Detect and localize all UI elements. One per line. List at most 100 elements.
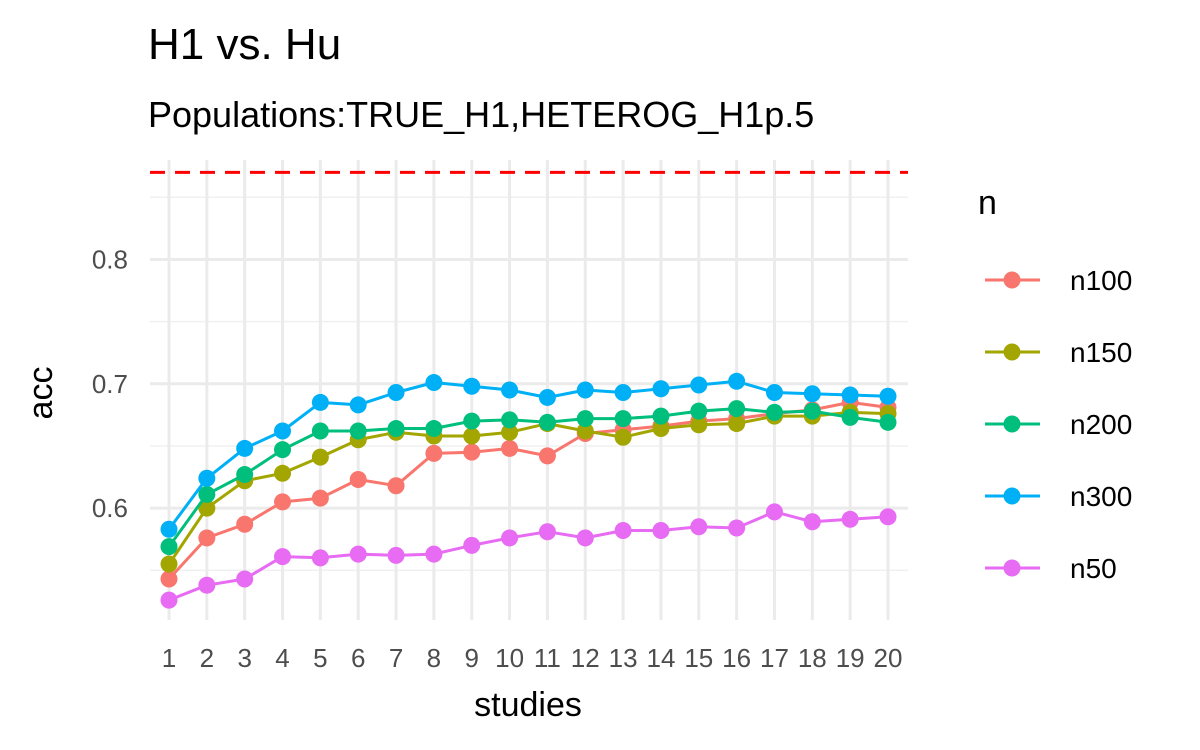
data-point-n200	[690, 402, 708, 420]
data-point-n50	[463, 536, 481, 554]
x-tick-label: 4	[275, 643, 289, 673]
x-tick-label: 2	[200, 643, 214, 673]
data-point-n50	[879, 508, 897, 526]
y-tick-label: 0.6	[92, 493, 128, 523]
data-point-n200	[425, 420, 443, 438]
data-point-n200	[463, 412, 481, 430]
data-point-n50	[274, 548, 292, 566]
series-n50	[160, 503, 897, 609]
legend-label: n150	[1070, 337, 1132, 368]
series-layer	[160, 372, 897, 609]
legend-item-n50: n50	[985, 553, 1117, 584]
data-point-n300	[576, 381, 594, 399]
x-tick-label: 19	[836, 643, 865, 673]
data-point-n150	[652, 420, 670, 438]
data-point-n200	[652, 407, 670, 425]
data-point-n50	[728, 519, 746, 537]
data-point-n50	[198, 576, 216, 594]
data-point-n200	[728, 400, 746, 418]
data-point-n50	[803, 513, 821, 531]
data-point-n50	[576, 529, 594, 547]
data-point-n100	[274, 493, 292, 511]
data-point-n300	[538, 388, 556, 406]
data-point-n300	[728, 372, 746, 390]
data-point-n100	[311, 489, 329, 507]
series-n200	[160, 400, 897, 556]
data-point-n50	[765, 503, 783, 521]
data-point-n100	[501, 439, 519, 457]
series-n150	[160, 403, 897, 573]
data-point-n150	[311, 448, 329, 466]
data-point-n50	[841, 510, 859, 528]
data-point-n50	[501, 529, 519, 547]
x-tick-label: 5	[313, 643, 327, 673]
legend-label: n50	[1070, 553, 1117, 584]
data-point-n200	[311, 422, 329, 440]
x-axis-ticks: 1 2 3 4 5 6 7 8 9 10 11 12 13 14 15 16 17 18 19 20	[162, 643, 903, 673]
data-point-n100	[538, 447, 556, 465]
data-point-n300	[198, 469, 216, 487]
data-point-n300	[765, 383, 783, 401]
data-point-n50	[311, 549, 329, 567]
data-point-n150	[690, 416, 708, 434]
x-tick-label: 18	[798, 643, 827, 673]
data-point-n200	[614, 410, 632, 428]
legend-key-point	[1003, 487, 1021, 505]
data-point-n300	[841, 386, 859, 404]
legend-key-point	[1003, 415, 1021, 433]
data-point-n300	[311, 393, 329, 411]
data-point-n100	[349, 471, 367, 489]
data-point-n200	[198, 485, 216, 503]
y-axis-title: acc	[22, 367, 60, 420]
data-point-n300	[463, 377, 481, 395]
data-point-n50	[160, 591, 178, 609]
legend-label: n200	[1070, 409, 1132, 440]
legend-item-n150: n150	[985, 337, 1132, 368]
x-tick-label: 8	[427, 643, 441, 673]
data-point-n300	[349, 396, 367, 414]
y-tick-label: 0.8	[92, 244, 128, 274]
legend-item-n300: n300	[985, 481, 1132, 512]
x-tick-label: 3	[237, 643, 251, 673]
data-point-n50	[387, 546, 405, 564]
data-point-n100	[198, 529, 216, 547]
y-axis-ticks: 0.6 0.7 0.8	[92, 244, 128, 523]
grid-minor	[150, 196, 908, 572]
data-point-n50	[538, 523, 556, 541]
data-point-n50	[690, 518, 708, 536]
legend-title: n	[978, 184, 997, 222]
legend-item-n200: n200	[985, 409, 1132, 440]
data-point-n50	[236, 570, 254, 588]
data-point-n50	[349, 545, 367, 563]
data-point-n150	[198, 499, 216, 517]
x-tick-label: 11	[534, 643, 561, 673]
x-tick-label: 20	[874, 643, 903, 673]
data-point-n150	[463, 427, 481, 445]
data-point-n50	[425, 545, 443, 563]
x-axis-title: studies	[474, 686, 582, 724]
legend: n100 n150 n200 n300 n50	[985, 265, 1132, 584]
data-point-n100	[160, 570, 178, 588]
legend-key-point	[1003, 271, 1021, 289]
x-tick-label: 16	[722, 643, 751, 673]
grid-major	[150, 160, 908, 620]
x-tick-label: 15	[684, 643, 713, 673]
data-point-n200	[349, 422, 367, 440]
data-point-n200	[274, 441, 292, 459]
data-point-n300	[652, 380, 670, 398]
legend-label: n100	[1070, 265, 1132, 296]
data-point-n300	[501, 381, 519, 399]
chart-subtitle: Populations:TRUE_H1,HETEROG_H1p.5	[148, 94, 815, 135]
data-point-n200	[841, 408, 859, 426]
data-point-n200	[576, 410, 594, 428]
x-tick-label: 10	[495, 643, 524, 673]
data-point-n300	[160, 520, 178, 538]
legend-label: n300	[1070, 481, 1132, 512]
x-tick-label: 6	[351, 643, 365, 673]
legend-key-point	[1003, 559, 1021, 577]
x-tick-label: 13	[609, 643, 638, 673]
data-point-n150	[501, 423, 519, 441]
x-tick-label: 7	[389, 643, 403, 673]
data-point-n300	[425, 374, 443, 392]
